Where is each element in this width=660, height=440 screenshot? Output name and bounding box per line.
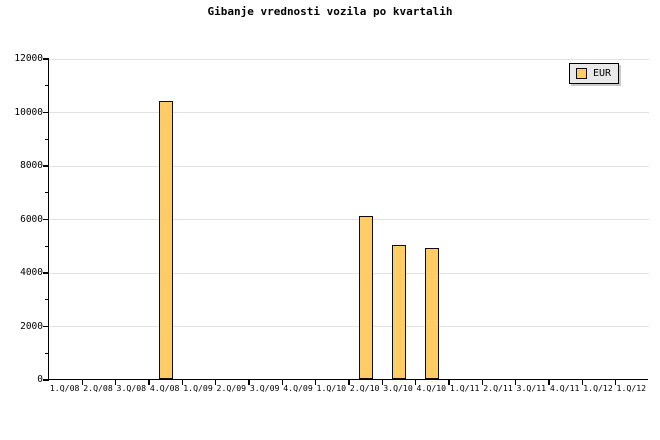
chart-legend[interactable]: EUR	[569, 63, 620, 84]
y-axis-tick-minor	[45, 138, 49, 140]
legend-label-eur: EUR	[593, 67, 612, 79]
x-axis-tick-label: 4.Q/11	[549, 383, 580, 393]
x-axis-tick	[315, 379, 317, 385]
x-axis-tick-label: 3.Q/10	[383, 383, 413, 393]
x-axis-tick-label: 1.Q/12	[583, 383, 613, 393]
x-axis-tick-label: 3.Q/09	[249, 383, 280, 393]
legend-color-swatch-eur	[576, 68, 587, 79]
y-axis-tick-label: 8000	[20, 160, 43, 171]
y-axis-tick-label: 4000	[20, 267, 43, 278]
y-axis-tick-label: 0	[37, 374, 43, 385]
x-axis-tick	[548, 379, 550, 385]
y-axis-tick-minor	[45, 192, 49, 194]
plot-inner	[43, 58, 649, 385]
x-axis-tick	[581, 379, 583, 385]
x-axis-labels: 1.Q/08 2.Q/08 3.Q/08 4.Q/08 1.Q/09 2.Q/09 3.Q/…	[48, 384, 648, 400]
bar-4-Q-10[interactable]	[425, 248, 440, 379]
x-axis-tick-label: 2.Q/09	[216, 383, 247, 393]
gridline	[49, 219, 649, 220]
gridline	[49, 112, 649, 113]
y-axis-tick-label: 12000	[14, 53, 43, 64]
x-axis-tick	[148, 379, 150, 385]
x-axis-tick	[215, 379, 217, 385]
bar-3-Q-10[interactable]	[392, 245, 406, 379]
x-axis-tick-label: 1.Q/11	[449, 383, 480, 393]
x-axis-tick	[248, 379, 250, 385]
x-axis-tick	[515, 379, 517, 385]
x-axis-tick	[481, 379, 483, 385]
y-axis-tick-minor	[45, 352, 49, 354]
x-axis-tick-label: 2.Q/11	[483, 383, 513, 393]
x-axis-tick	[81, 379, 83, 385]
x-axis-tick	[381, 379, 383, 385]
x-axis-tick-label: 2.Q/08	[83, 383, 113, 393]
x-axis-tick-label: 1.Q/12	[616, 383, 647, 393]
chart-title: Gibanje vrednosti vozila po kvartalih	[207, 5, 453, 18]
x-axis-tick-label: 3.Q/08	[116, 383, 147, 393]
y-axis-tick-major	[43, 111, 49, 114]
x-axis-tick-label: 1.Q/10	[316, 383, 347, 393]
gridline	[49, 58, 649, 60]
gridline	[49, 165, 649, 167]
x-axis-tick-label: 3.Q/11	[516, 383, 547, 393]
y-axis-tick-major	[43, 58, 49, 60]
bar-2-Q-10[interactable]	[358, 216, 373, 379]
x-axis-tick-label: 2.Q/10	[349, 383, 380, 393]
y-axis-tick-label: 2000	[20, 320, 43, 332]
x-axis-tick	[348, 379, 350, 385]
bar-4-Q-08[interactable]	[158, 100, 173, 379]
y-axis-tick-minor	[45, 85, 49, 87]
y-axis-tick-minor	[45, 299, 49, 301]
y-axis-tick-major	[43, 165, 49, 167]
x-axis-tick	[181, 379, 183, 385]
y-axis-tick-major	[43, 218, 49, 221]
x-axis-tick-label: 4.Q/08	[149, 383, 180, 393]
x-axis-tick-label: 4.Q/10	[416, 383, 447, 393]
y-axis-tick-major	[43, 379, 49, 381]
x-axis-tick	[615, 379, 617, 385]
x-axis-tick-label: 1.Q/09	[183, 383, 213, 393]
y-axis-tick-label: 10000	[14, 106, 43, 118]
plot-area	[43, 58, 649, 385]
y-axis-tick-major	[43, 272, 49, 274]
x-axis-tick	[448, 379, 450, 385]
x-axis-tick	[115, 379, 117, 385]
gridline	[49, 326, 649, 327]
y-axis-tick-label: 6000	[20, 213, 43, 225]
y-axis-tick-major	[43, 325, 49, 328]
x-axis-tick	[281, 379, 283, 385]
y-axis-tick-minor	[45, 245, 49, 247]
x-axis-tick-label: 1.Q/08	[49, 383, 80, 393]
x-axis-tick	[415, 379, 417, 385]
gridline	[49, 272, 649, 274]
x-axis-tick-label: 4.Q/09	[283, 383, 313, 393]
y-axis-labels: 0 2000 4000 6000 8000 10000 12000	[0, 54, 43, 384]
